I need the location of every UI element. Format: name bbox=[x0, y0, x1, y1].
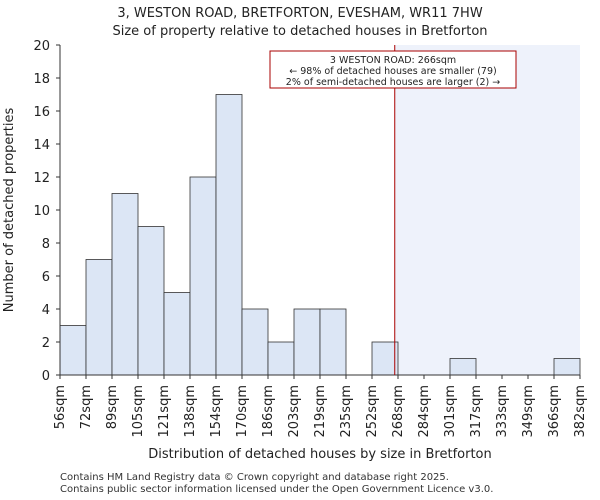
x-tick-label: 382sqm bbox=[573, 385, 588, 438]
x-tick-label: 235sqm bbox=[339, 385, 354, 438]
y-axis-title: Number of detached properties bbox=[2, 108, 17, 313]
histogram-bar bbox=[59, 325, 87, 376]
x-tick-label: 268sqm bbox=[391, 385, 406, 438]
annotation-line-1: 3 WESTON ROAD: 266sqm bbox=[330, 55, 456, 66]
y-tick-label: 0 bbox=[42, 369, 50, 384]
histogram-bar bbox=[85, 259, 113, 376]
histogram-bar bbox=[111, 193, 139, 376]
histogram-bar bbox=[241, 308, 269, 376]
y-tick-label: 6 bbox=[42, 270, 50, 285]
y-tick-label: 12 bbox=[33, 171, 50, 186]
x-tick-label: 219sqm bbox=[313, 385, 328, 438]
histogram-bar bbox=[215, 94, 243, 376]
histogram-bar bbox=[163, 292, 191, 376]
x-tick-label: 89sqm bbox=[105, 385, 120, 429]
y-tick-label: 18 bbox=[33, 72, 50, 87]
y-tick-label: 16 bbox=[33, 105, 50, 120]
x-tick-label: 203sqm bbox=[287, 385, 302, 438]
x-tick-label: 317sqm bbox=[469, 385, 484, 438]
annotation-box bbox=[269, 50, 517, 89]
x-tick-label: 186sqm bbox=[261, 385, 276, 438]
histogram-bar bbox=[449, 358, 477, 376]
y-tick-label: 10 bbox=[33, 204, 50, 219]
histogram-bar bbox=[267, 341, 295, 376]
histogram-bar bbox=[189, 176, 217, 376]
x-tick-label: 252sqm bbox=[365, 385, 380, 438]
x-tick-label: 72sqm bbox=[79, 385, 94, 429]
annotation-line-3: 2% of semi-detached houses are larger (2… bbox=[286, 77, 500, 88]
x-tick-label: 154sqm bbox=[209, 385, 224, 438]
x-tick-label: 284sqm bbox=[417, 385, 432, 438]
y-tick-label: 2 bbox=[42, 336, 50, 351]
y-tick-label: 8 bbox=[42, 237, 50, 252]
x-tick-label: 105sqm bbox=[131, 385, 146, 438]
footer-line-1: Contains HM Land Registry data © Crown c… bbox=[60, 472, 449, 483]
x-tick-label: 366sqm bbox=[547, 385, 562, 438]
chart-subtitle: Size of property relative to detached ho… bbox=[112, 24, 488, 39]
x-tick-label: 349sqm bbox=[521, 385, 536, 438]
x-tick-label: 138sqm bbox=[183, 385, 198, 438]
highlight-region bbox=[394, 45, 580, 375]
histogram-bar bbox=[319, 308, 347, 376]
histogram-bar bbox=[137, 226, 165, 376]
x-tick-label: 170sqm bbox=[235, 385, 250, 438]
histogram-bar bbox=[371, 341, 399, 376]
annotation-line-2: ← 98% of detached houses are smaller (79… bbox=[289, 66, 496, 77]
chart-title: 3, WESTON ROAD, BRETFORTON, EVESHAM, WR1… bbox=[117, 6, 483, 21]
y-tick-label: 4 bbox=[42, 303, 50, 318]
x-tick-label: 56sqm bbox=[53, 385, 68, 429]
x-tick-label: 121sqm bbox=[157, 385, 172, 438]
x-tick-label: 301sqm bbox=[443, 385, 458, 438]
x-tick-label: 333sqm bbox=[495, 385, 510, 438]
x-axis-title: Distribution of detached houses by size … bbox=[148, 447, 491, 462]
y-tick-label: 20 bbox=[33, 39, 50, 54]
histogram-bar bbox=[553, 358, 581, 376]
histogram-bar bbox=[293, 308, 321, 376]
y-tick-label: 14 bbox=[33, 138, 50, 153]
footer-line-2: Contains public sector information licen… bbox=[60, 484, 494, 495]
